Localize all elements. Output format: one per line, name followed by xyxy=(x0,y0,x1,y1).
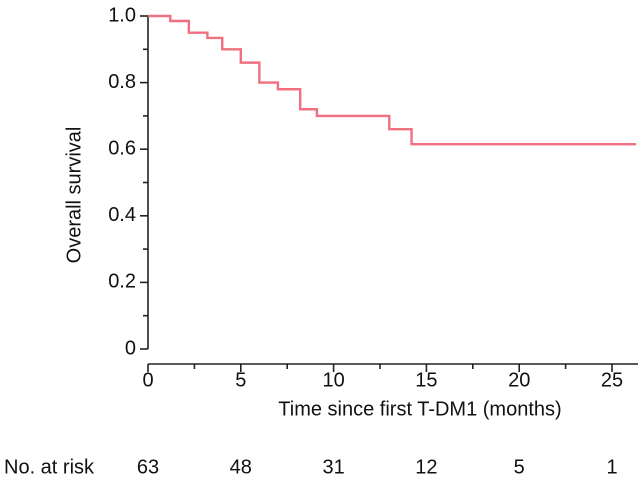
x-tick-label: 25 xyxy=(601,369,623,391)
at-risk-value: 1 xyxy=(606,456,617,478)
x-tick-label: 5 xyxy=(235,369,246,391)
at-risk-value: 31 xyxy=(322,456,344,478)
at-risk-label: No. at risk xyxy=(4,456,95,478)
y-tick-label: 0.2 xyxy=(108,271,136,293)
at-risk-value: 48 xyxy=(230,456,252,478)
at-risk-value: 63 xyxy=(137,456,159,478)
at-risk-value: 5 xyxy=(514,456,525,478)
y-tick-label: 0.8 xyxy=(108,71,136,93)
x-axis-label: Time since first T-DM1 (months) xyxy=(278,398,561,420)
at-risk-value: 12 xyxy=(415,456,437,478)
y-tick-label: 0.4 xyxy=(108,204,136,226)
y-tick-label: 0.6 xyxy=(108,137,136,159)
survival-curve xyxy=(148,14,637,146)
x-tick-label: 20 xyxy=(508,369,530,391)
y-axis-label: Overall survival xyxy=(63,127,85,264)
y-tick-label: 0 xyxy=(125,337,136,359)
x-tick-label: 10 xyxy=(322,369,344,391)
x-tick-label: 15 xyxy=(415,369,437,391)
y-tick-label: 1.0 xyxy=(108,4,136,26)
x-tick-label: 0 xyxy=(142,369,153,391)
